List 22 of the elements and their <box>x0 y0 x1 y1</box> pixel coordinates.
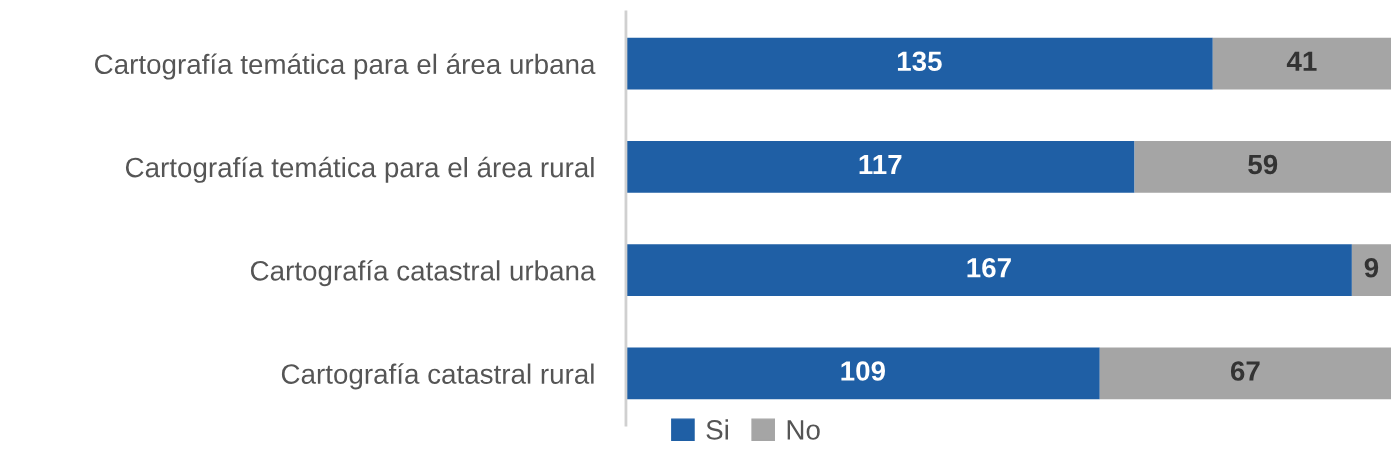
bar <box>625 141 1135 193</box>
legend-label: Si <box>706 419 728 440</box>
y-tick-label: Cartografía temática para el área rural <box>125 156 594 183</box>
data-label: 59 <box>1248 154 1278 175</box>
data-label: 167 <box>967 257 1011 278</box>
bar <box>625 244 1352 296</box>
data-label: 41 <box>1286 51 1317 71</box>
bar <box>1099 347 1391 400</box>
y-tick-label: Cartografía catastral urbana <box>250 259 596 287</box>
bar <box>1351 244 1391 296</box>
bar <box>1134 141 1391 193</box>
data-label: 109 <box>841 361 885 381</box>
bar <box>1212 37 1391 90</box>
bar <box>625 37 1213 90</box>
y-tick-label: Cartografía temática para el área urbana <box>95 53 596 80</box>
legend-label: No <box>787 420 820 440</box>
data-label: 9 <box>1364 257 1379 278</box>
data-label: 117 <box>859 154 902 175</box>
data-label: 67 <box>1230 361 1260 381</box>
data-label: 135 <box>897 51 942 72</box>
y-tick-label: Cartografía catastral rural <box>281 363 594 390</box>
bar <box>625 347 1100 400</box>
